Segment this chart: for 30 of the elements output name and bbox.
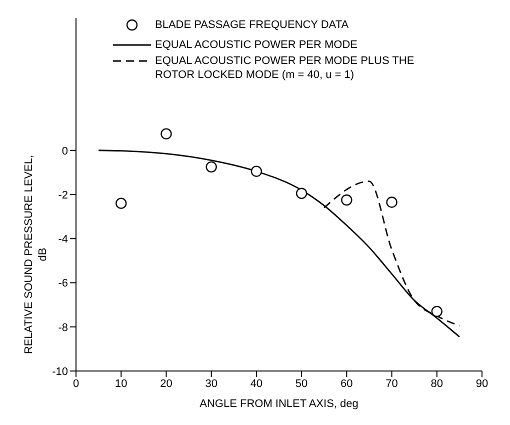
y-axis-title: RELATIVE SOUND PRESSURE LEVEL, dB <box>23 154 49 354</box>
legend-label: EQUAL ACOUSTIC POWER PER MODE <box>154 38 358 52</box>
x-tick-label: 20 <box>160 378 172 390</box>
y-tick-label: -4 <box>58 234 68 246</box>
point <box>386 196 398 208</box>
x-tick-label: 60 <box>340 378 353 390</box>
x-tick-label: 50 <box>295 378 308 390</box>
point <box>116 198 127 209</box>
legend-label: BLADE PASSAGE FREQUENCY DATA <box>154 18 349 32</box>
x-tick-label: 10 <box>114 378 128 390</box>
line-series <box>98 150 460 338</box>
x-tick-label: 40 <box>250 378 263 390</box>
point <box>206 161 217 173</box>
y-tick-label: 0 <box>62 145 68 158</box>
point <box>250 166 262 177</box>
point <box>431 306 442 318</box>
x-tick-label: 0 <box>72 378 80 390</box>
y-tick-label: -6 <box>58 278 68 290</box>
x-tick-label: 70 <box>386 378 398 390</box>
x-tick-label: 30 <box>205 378 218 390</box>
x-tick-label: 80 <box>430 378 444 390</box>
y-tick-label: -2 <box>58 189 68 202</box>
point <box>341 194 352 206</box>
point <box>296 188 308 199</box>
y-tick-label: -8 <box>58 322 68 334</box>
x-tick-label: 90 <box>476 378 488 390</box>
legend-label: EQUAL ACOUSTIC POWER PER MODE PLUS THE ROTOR LOCKED MODE (m = 40, u = 1) <box>154 54 416 82</box>
y-tick-label: -10 <box>52 366 68 378</box>
point <box>160 128 172 140</box>
x-axis-title: ANGLE FROM INLET AXIS, deg <box>200 398 358 410</box>
